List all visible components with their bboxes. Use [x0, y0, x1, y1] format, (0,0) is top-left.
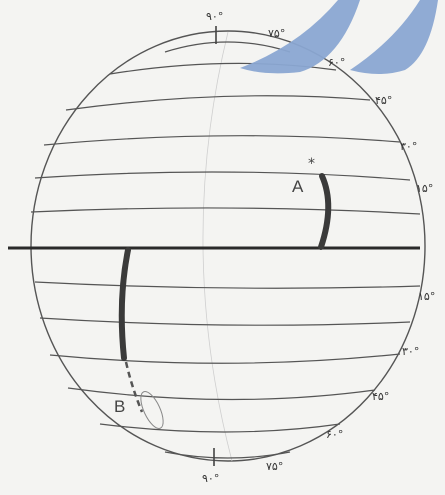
latitude-line-south-60	[99, 423, 341, 433]
latitude-line-north-45	[65, 95, 371, 111]
point-b-label: B	[114, 397, 125, 416]
trace-b-loop	[140, 391, 164, 429]
label-north-45: ۴۵°	[375, 94, 392, 107]
globe-outline	[30, 30, 426, 462]
trace-b	[118, 247, 131, 361]
label-north-75: ۷۵°	[268, 27, 285, 40]
label-south-45: ۴۵°	[372, 390, 389, 403]
point-a-marker: *	[308, 156, 315, 172]
latitude-line-north-75	[164, 41, 291, 53]
label-south-30: ۳۰°	[402, 345, 419, 358]
latitude-line-south-45	[67, 387, 376, 401]
label-north-60: ۶۰°	[328, 56, 345, 69]
central-meridian	[202, 31, 233, 462]
trace-b-tail	[124, 361, 144, 413]
label-south-60: ۶۰°	[326, 428, 343, 441]
label-north-90: ۹۰°	[206, 10, 223, 23]
blue-overlay-shape-right	[350, 0, 438, 74]
point-a-label: A	[292, 177, 304, 196]
latitude-line-south-75	[164, 451, 291, 459]
label-south-75: ۷۵°	[266, 460, 283, 473]
trace-a	[318, 173, 332, 250]
label-south-15: ۱۵°	[418, 290, 435, 303]
latitude-line-north-30	[43, 135, 401, 146]
label-south-90: ۹۰°	[202, 472, 219, 485]
latitude-line-north-15	[34, 171, 411, 181]
label-north-30: ۳۰°	[400, 140, 417, 153]
latitude-line-south-15	[39, 317, 411, 326]
label-north-15: ۱۵°	[416, 182, 433, 195]
latitude-line-south-30	[49, 353, 401, 364]
latitude-line-north-7	[30, 207, 421, 215]
blue-overlay-shape-left	[240, 0, 360, 74]
latitude-line-south-7	[34, 281, 421, 289]
